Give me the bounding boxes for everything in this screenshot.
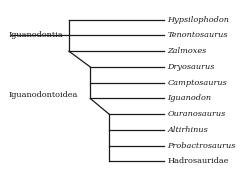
Text: Iguanodontoidea: Iguanodontoidea (8, 91, 78, 100)
Text: Iguanodon: Iguanodon (167, 95, 212, 103)
Text: Ouranosaurus: Ouranosaurus (167, 110, 226, 118)
Text: Tenontosaurus: Tenontosaurus (167, 32, 228, 40)
Text: Altirhinus: Altirhinus (167, 126, 208, 134)
Text: Hypsilophodon: Hypsilophodon (167, 16, 229, 24)
Text: Probactrosaurus: Probactrosaurus (167, 142, 236, 150)
Text: Zalmoxes: Zalmoxes (167, 47, 206, 55)
Text: Iguanodontia: Iguanodontia (8, 32, 63, 40)
Text: Hadrosauridae: Hadrosauridae (167, 158, 229, 166)
Text: Camptosaurus: Camptosaurus (167, 79, 227, 87)
Text: Dryosaurus: Dryosaurus (167, 63, 215, 71)
